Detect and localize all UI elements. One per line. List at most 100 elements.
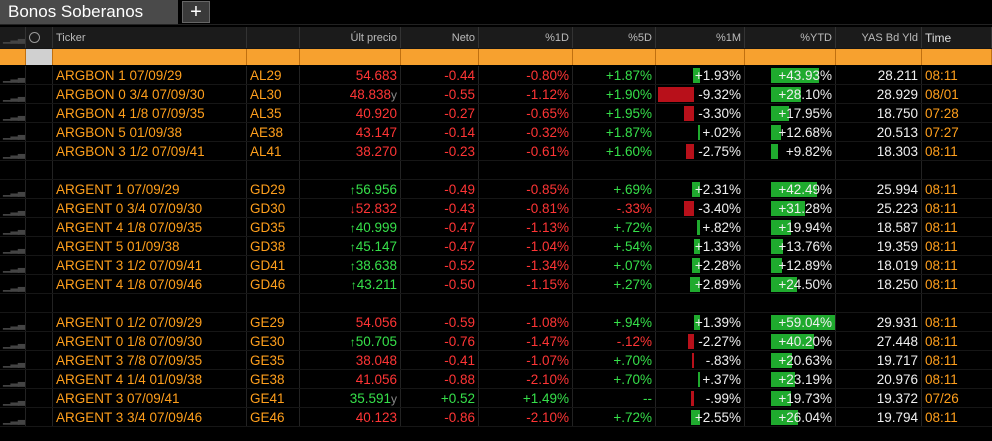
ticker-code[interactable]: GE38 [247, 370, 300, 388]
col-header-yas-bd-yld[interactable]: YAS Bd Yld [836, 27, 922, 48]
row-selector[interactable] [26, 104, 53, 122]
ticker-name[interactable]: ARGENT 3 7/8 07/09/35 [53, 351, 247, 369]
table-row[interactable]: ▁▂▃▄ARGENT 5 01/09/38GD38↑45.147-0.47-1.… [0, 237, 992, 256]
circle-icon[interactable] [26, 27, 53, 48]
col-header-pct-1m[interactable]: %1M [656, 27, 745, 48]
ticker-code[interactable]: GD30 [247, 199, 300, 217]
table-row[interactable]: ▁▂▃▄ARGENT 3 1/2 07/09/41GD41↑38.638-0.5… [0, 256, 992, 275]
row-selector[interactable] [26, 275, 53, 293]
row-selector[interactable] [26, 66, 53, 84]
ticker-name[interactable]: ARGENT 5 01/09/38 [53, 237, 247, 255]
ticker-code[interactable]: GD46 [247, 275, 300, 293]
ticker-code[interactable]: GE46 [247, 408, 300, 426]
add-tab-button[interactable]: + [182, 1, 210, 23]
ticker-name[interactable]: ARGENT 4 1/8 07/09/46 [53, 275, 247, 293]
ticker-code[interactable]: GD38 [247, 237, 300, 255]
price-suffix: y [391, 88, 397, 102]
row-selector[interactable] [26, 256, 53, 274]
row-selector[interactable] [26, 313, 53, 331]
last-price: 38.270 [300, 142, 401, 160]
ticker-code[interactable]: AL30 [247, 85, 300, 103]
col-header-ticker[interactable]: Ticker [53, 27, 247, 48]
row-selector[interactable] [26, 218, 53, 236]
pct-ytd-value: +23.19% [778, 372, 832, 387]
pct-ytd: +23.19% [745, 370, 836, 388]
table-row[interactable]: ▁▂▃▄ARGENT 0 3/4 07/09/30GD30↓52.832-0.4… [0, 199, 992, 218]
signal-bars-icon: ▁▂▃▄ [3, 204, 26, 216]
header-row: ▁▂▃▄ Ticker Últ precio Neto %1D %5D %1M … [0, 27, 992, 49]
ticker-code[interactable]: AE38 [247, 123, 300, 141]
row-selector[interactable] [26, 332, 53, 350]
input-cell[interactable] [26, 49, 53, 65]
ticker-name[interactable]: ARGBON 0 3/4 07/09/30 [53, 85, 247, 103]
ticker-name[interactable]: ARGENT 3 07/09/41 [53, 389, 247, 407]
ticker-code[interactable]: GE41 [247, 389, 300, 407]
table-row[interactable]: ▁▂▃▄ARGENT 4 1/8 07/09/46GD46↑43.211-0.5… [0, 275, 992, 294]
pct-1m: +.82% [656, 218, 745, 236]
ticker-code[interactable]: GE30 [247, 332, 300, 350]
table-row[interactable]: ▁▂▃▄ARGENT 0 1/8 07/09/30GE30↑50.705-0.7… [0, 332, 992, 351]
ticker-name[interactable]: ARGENT 4 1/4 01/09/38 [53, 370, 247, 388]
ticker-name[interactable]: ARGENT 3 1/2 07/09/41 [53, 256, 247, 274]
row-selector[interactable] [26, 123, 53, 141]
last-price: ↑40.999 [300, 218, 401, 236]
row-selector[interactable] [26, 389, 53, 407]
table-row[interactable]: ▁▂▃▄ARGBON 0 3/4 07/09/30AL3048.838y-0.5… [0, 85, 992, 104]
col-header-pct-5d[interactable]: %5D [573, 27, 656, 48]
col-header-time[interactable]: Time [922, 27, 992, 48]
table-row[interactable]: ▁▂▃▄ARGENT 1 07/09/29GD29↑56.956-0.49-0.… [0, 180, 992, 199]
ticker-name[interactable]: ARGENT 0 1/2 07/09/29 [53, 313, 247, 331]
tab-bonos-soberanos[interactable]: Bonos Soberanos [0, 0, 178, 24]
pct-1d: -1.47% [479, 332, 573, 350]
pct-5d: +1.87% [573, 123, 656, 141]
signal-icon[interactable]: ▁▂▃▄ [0, 27, 26, 48]
pct-ytd: +9.82% [745, 142, 836, 160]
ticker-code[interactable]: GD41 [247, 256, 300, 274]
pct-ytd-bar [771, 201, 805, 216]
ticker-code[interactable]: GE35 [247, 351, 300, 369]
row-selector[interactable] [26, 408, 53, 426]
table-row[interactable]: ▁▂▃▄ARGENT 4 1/8 07/09/35GD35↑40.999-0.4… [0, 218, 992, 237]
ticker-code[interactable]: AL35 [247, 104, 300, 122]
row-selector[interactable] [26, 180, 53, 198]
ticker-name[interactable]: ARGENT 0 1/8 07/09/30 [53, 332, 247, 350]
col-header-ult-precio[interactable]: Últ precio [300, 27, 401, 48]
ticker-name[interactable]: ARGENT 4 1/8 07/09/35 [53, 218, 247, 236]
row-selector[interactable] [26, 85, 53, 103]
price-value: 40.123 [355, 410, 397, 425]
ticker-name[interactable]: ARGENT 0 3/4 07/09/30 [53, 199, 247, 217]
ticker-name[interactable]: ARGBON 5 01/09/38 [53, 123, 247, 141]
price-value: 45.147 [355, 239, 397, 254]
ticker-code[interactable]: AL41 [247, 142, 300, 160]
row-selector[interactable] [26, 142, 53, 160]
net-change: -0.86 [401, 408, 479, 426]
col-header-neto[interactable]: Neto [401, 27, 479, 48]
ticker-code[interactable]: GD35 [247, 218, 300, 236]
ticker-name[interactable]: ARGENT 3 3/4 07/09/46 [53, 408, 247, 426]
row-selector[interactable] [26, 370, 53, 388]
ticker-code[interactable]: GE29 [247, 313, 300, 331]
col-header-pct-ytd[interactable]: %YTD [745, 27, 836, 48]
pct-1m-value: -9.32% [698, 87, 741, 102]
row-selector[interactable] [26, 351, 53, 369]
row-selector[interactable] [26, 237, 53, 255]
pct-ytd-bar [771, 106, 789, 121]
row-selector[interactable] [26, 199, 53, 217]
ticker-name[interactable]: ARGBON 1 07/09/29 [53, 66, 247, 84]
table-row[interactable]: ▁▂▃▄ARGENT 3 07/09/41GE4135.591y+0.52+1.… [0, 389, 992, 408]
ticker-name[interactable]: ARGBON 4 1/8 07/09/35 [53, 104, 247, 122]
ticker-name[interactable]: ARGENT 1 07/09/29 [53, 180, 247, 198]
col-header-pct-1d[interactable]: %1D [479, 27, 573, 48]
ticker-code[interactable]: GD29 [247, 180, 300, 198]
pct-5d: -.33% [573, 199, 656, 217]
ticker-name[interactable]: ARGBON 3 1/2 07/09/41 [53, 142, 247, 160]
ticker-code[interactable]: AL29 [247, 66, 300, 84]
